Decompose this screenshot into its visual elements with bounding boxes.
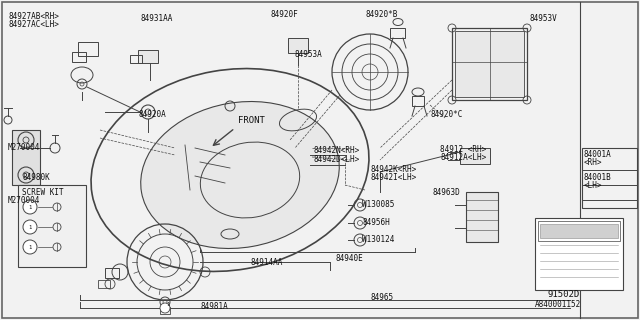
Text: 84942N<RH>: 84942N<RH>: [313, 146, 359, 155]
Text: 91502D: 91502D: [548, 290, 580, 299]
Text: <RH>: <RH>: [584, 158, 602, 167]
Text: 84927AB<RH>: 84927AB<RH>: [8, 12, 59, 21]
Circle shape: [18, 132, 34, 148]
Ellipse shape: [141, 101, 339, 248]
Bar: [78, 42, 98, 56]
Bar: [452, 28, 527, 100]
Text: W130085: W130085: [362, 200, 394, 209]
Text: 84920A: 84920A: [138, 110, 166, 119]
Text: 84956H: 84956H: [362, 218, 390, 227]
Circle shape: [18, 167, 34, 183]
Text: <LH>: <LH>: [584, 181, 602, 190]
Text: 84953A: 84953A: [294, 50, 322, 59]
Bar: [130, 55, 142, 63]
Text: W130124: W130124: [362, 235, 394, 244]
Text: 1: 1: [166, 302, 170, 308]
Text: 84953V: 84953V: [530, 14, 557, 23]
Bar: [540, 224, 618, 238]
Bar: [412, 96, 424, 106]
Bar: [390, 28, 405, 38]
Text: 84963D: 84963D: [432, 188, 460, 197]
Text: 84920*B: 84920*B: [365, 10, 397, 19]
Circle shape: [23, 200, 37, 214]
Text: 84912A<LH>: 84912A<LH>: [440, 153, 486, 162]
Text: 84965: 84965: [370, 293, 393, 302]
Text: 84981A: 84981A: [200, 302, 228, 311]
Text: 1: 1: [28, 244, 31, 250]
Bar: [12, 130, 40, 185]
Circle shape: [23, 240, 37, 254]
Bar: [18, 185, 86, 267]
Bar: [105, 268, 119, 278]
Circle shape: [23, 220, 37, 234]
Text: 84931AA: 84931AA: [140, 14, 172, 23]
Text: 84001A: 84001A: [584, 150, 612, 159]
Text: A840001152: A840001152: [535, 300, 581, 309]
Text: 84940E: 84940E: [335, 254, 363, 263]
Bar: [455, 31, 524, 97]
Text: 84927AC<LH>: 84927AC<LH>: [8, 20, 59, 29]
Text: M270004: M270004: [8, 143, 40, 152]
Text: 84920*C: 84920*C: [430, 110, 462, 119]
Text: 84912 <RH>: 84912 <RH>: [440, 145, 486, 154]
Text: 84980K: 84980K: [22, 173, 50, 182]
Text: FRONT: FRONT: [238, 116, 265, 125]
Text: M270004: M270004: [8, 196, 40, 205]
Circle shape: [160, 303, 170, 313]
Bar: [466, 192, 498, 242]
Bar: [98, 280, 110, 288]
Text: 84914AA: 84914AA: [250, 258, 282, 267]
Text: 84001B: 84001B: [584, 173, 612, 182]
Bar: [138, 50, 158, 63]
Bar: [72, 52, 86, 62]
Text: 84942I<LH>: 84942I<LH>: [370, 173, 416, 182]
Bar: [582, 148, 637, 208]
Bar: [535, 218, 623, 290]
Bar: [160, 307, 170, 314]
Bar: [538, 221, 620, 241]
Text: 84942D<LH>: 84942D<LH>: [313, 155, 359, 164]
Text: 84942K<RH>: 84942K<RH>: [370, 165, 416, 174]
Bar: [288, 38, 308, 53]
Bar: [460, 148, 490, 164]
Text: SCREW KIT: SCREW KIT: [22, 188, 63, 197]
Text: 1: 1: [28, 204, 31, 210]
Text: 1: 1: [28, 225, 31, 229]
Text: 84920F: 84920F: [270, 10, 298, 19]
